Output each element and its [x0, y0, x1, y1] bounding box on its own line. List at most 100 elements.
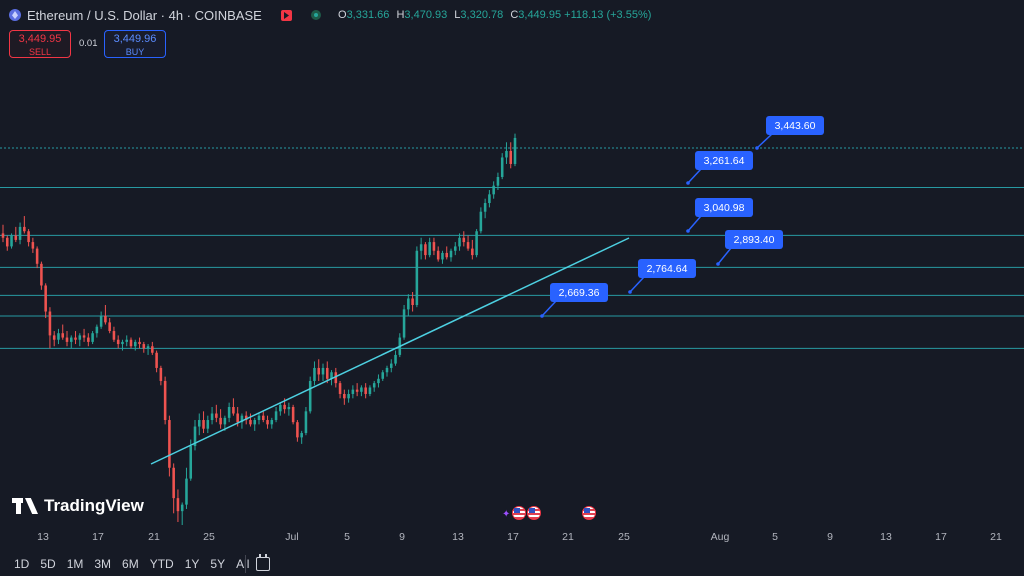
- buy-price: 3,449.96: [113, 33, 157, 45]
- candle-body: [509, 150, 513, 164]
- ohlc-close-key: C: [510, 9, 519, 21]
- callout-anchor-dot: [628, 290, 632, 294]
- candle-body: [61, 333, 65, 338]
- candle-body: [5, 237, 9, 247]
- time-axis-label: 21: [990, 531, 1002, 543]
- candle-body: [133, 341, 137, 347]
- go-to-date-calendar-icon[interactable]: [256, 554, 270, 571]
- candle-body: [432, 242, 436, 251]
- candle-body: [27, 231, 30, 243]
- range-all-button[interactable]: All: [236, 557, 250, 571]
- symbol-icon: [9, 9, 21, 21]
- price-callout-box: [766, 116, 824, 135]
- sell-button[interactable]: 3,449.95 SELL: [9, 30, 71, 58]
- candle-body: [168, 420, 171, 468]
- price-callout-box: [550, 283, 608, 302]
- candle-body: [462, 237, 466, 243]
- candle-body: [78, 335, 82, 340]
- candle-body: [10, 235, 13, 247]
- candle-body: [321, 367, 325, 375]
- tradingview-logo[interactable]: TradingView: [12, 496, 144, 516]
- candle-body: [424, 244, 427, 256]
- candle-body: [18, 226, 22, 240]
- time-axis-label: Aug: [710, 531, 730, 543]
- candle-body: [253, 420, 257, 425]
- market-status-icon[interactable]: [281, 10, 292, 21]
- candle-body: [411, 298, 414, 306]
- candle-body: [261, 415, 265, 421]
- candle-body: [471, 248, 474, 256]
- time-axis-label: 9: [827, 531, 833, 543]
- candle-body: [129, 339, 133, 347]
- candle-body: [500, 157, 504, 177]
- economic-event-flag-icon[interactable]: [527, 506, 541, 520]
- range-1y-button[interactable]: 1Y: [184, 557, 200, 571]
- price-callout-label: 2,764.64: [647, 263, 688, 275]
- range-5y-button[interactable]: 5Y: [210, 557, 226, 571]
- callout-anchor-dot: [540, 314, 544, 318]
- candle-body: [287, 406, 291, 410]
- candle-body: [402, 309, 406, 338]
- callout-anchor-dot: [686, 229, 690, 233]
- live-indicator-icon: [311, 10, 321, 20]
- range-1m-button[interactable]: 1M: [66, 557, 84, 571]
- price-callout-label: 3,443.60: [775, 120, 816, 132]
- callout-connector: [687, 215, 702, 232]
- event-star-icon[interactable]: ✦: [502, 509, 511, 520]
- chart-area[interactable]: 3,443.60 3,261.64 3,040.98 2,893.40 2,764.64…: [0, 0, 1024, 525]
- range-ytd-button[interactable]: YTD: [149, 557, 174, 571]
- time-axis-label: 17: [92, 531, 104, 543]
- ohlc-close-value: 3,449.95 +118.13 (+3.55%): [518, 9, 652, 21]
- candle-body: [219, 417, 222, 425]
- time-axis-label: Jul: [285, 531, 299, 543]
- candle-body: [394, 354, 397, 364]
- candle-body: [232, 406, 235, 414]
- price-chart[interactable]: 3,443.60 3,261.64 3,040.98 2,893.40 2,764.64…: [0, 0, 1024, 525]
- candle-body: [180, 504, 184, 512]
- ohlc-legend: O3,331.66 H3,470.93 L3,320.78 C3,449.95 …: [338, 9, 655, 21]
- price-callout-label: 3,261.64: [704, 155, 745, 167]
- candle-body: [116, 339, 120, 345]
- candle-body: [227, 406, 231, 418]
- candle-body: [364, 387, 367, 394]
- candle-body: [146, 346, 150, 349]
- buy-button[interactable]: 3,449.96 BUY: [104, 30, 166, 58]
- economic-event-flag-icon[interactable]: [582, 506, 596, 520]
- economic-event-flag-icon[interactable]: [512, 506, 526, 520]
- candle-body: [240, 415, 244, 423]
- price-callout-label: 3,040.98: [704, 202, 745, 214]
- candle-body: [300, 433, 303, 438]
- candle-body: [505, 150, 508, 158]
- range-6m-button[interactable]: 6M: [122, 557, 139, 571]
- candle-body: [419, 244, 423, 251]
- range-5d-button[interactable]: 5D: [40, 557, 56, 571]
- callout-connector: [756, 133, 773, 149]
- price-callout-box: [638, 259, 696, 278]
- candle-body: [35, 248, 39, 264]
- time-axis-label: 17: [935, 531, 947, 543]
- sell-price: 3,449.95: [18, 33, 62, 45]
- callout-connector: [687, 168, 702, 184]
- candle-body: [69, 337, 73, 342]
- candle-body: [475, 231, 478, 256]
- candle-body: [74, 337, 77, 340]
- candle-body: [381, 372, 385, 379]
- range-1d-button[interactable]: 1D: [14, 557, 30, 571]
- time-axis-label: 9: [399, 531, 405, 543]
- price-callout-box: [725, 230, 783, 249]
- time-axis[interactable]: 13 17 21 25 Jul 5 9 13 17 21 25 Aug 5 9 13 17 21: [0, 526, 1024, 548]
- candle-body: [338, 383, 342, 394]
- candle-body: [279, 404, 282, 412]
- symbol-title[interactable]: Ethereum / U.S. Dollar · 4h · COINBASE: [27, 8, 262, 23]
- candle-body: [389, 363, 393, 368]
- candle-body: [155, 352, 158, 368]
- range-3m-button[interactable]: 3M: [94, 557, 112, 571]
- candle-body: [189, 446, 193, 479]
- price-callout-label: 2,893.40: [734, 234, 775, 246]
- candle-body: [48, 311, 52, 336]
- time-axis-label: 21: [562, 531, 574, 543]
- candle-body: [206, 420, 210, 429]
- candle-body: [65, 337, 69, 342]
- candle-body: [159, 367, 163, 381]
- sell-label: SELL: [28, 47, 52, 57]
